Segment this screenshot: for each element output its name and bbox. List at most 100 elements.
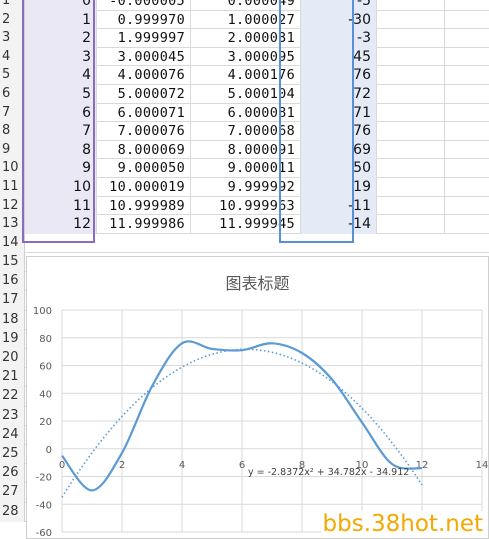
cell-d[interactable]: -14 [301,215,377,234]
cell-d[interactable]: 19 [301,178,377,197]
row-header[interactable]: 4 [0,47,25,67]
cell-empty[interactable] [445,197,489,216]
row-header[interactable]: 3 [0,29,25,48]
cell-b[interactable]: 1.999997 [97,29,191,48]
cell-empty[interactable] [377,196,445,216]
cell-empty[interactable] [377,159,445,178]
cell-b[interactable]: -0.000005 [97,0,191,11]
cell-d[interactable]: 71 [301,103,377,123]
cell-d[interactable]: 72 [301,85,377,104]
row-header[interactable]: 17 [0,291,25,311]
row-header[interactable]: 1 [0,0,25,11]
cell-a[interactable]: 1 [25,10,97,30]
row-header[interactable]: 27 [0,483,25,503]
cell-b[interactable]: 7.000076 [97,122,191,141]
row-header[interactable]: 26 [0,464,25,484]
cell-c[interactable]: 0.000049 [191,0,301,11]
row-header[interactable]: 19 [0,329,25,349]
cell-a[interactable]: 9 [25,159,97,178]
cell-c[interactable]: 6.000081 [191,103,301,123]
cell-empty[interactable] [377,85,445,104]
chart-title[interactable]: 图表标题 [225,274,290,293]
cell-d[interactable]: -30 [301,10,377,30]
cell-empty[interactable] [377,10,445,30]
cell-empty[interactable] [377,29,445,48]
row-header[interactable]: 22 [0,387,25,407]
cell-empty[interactable] [445,48,489,67]
row-header[interactable]: 11 [0,178,25,197]
cell-c[interactable]: 8.000091 [191,140,301,160]
cell-c[interactable]: 2.000031 [191,29,301,48]
cell-c[interactable]: 3.000095 [191,47,301,67]
cell-a[interactable]: 2 [25,29,97,48]
cell-empty[interactable] [377,122,445,141]
row-header[interactable]: 14 [0,233,25,253]
cell-a[interactable]: 4 [25,66,97,85]
cell-empty[interactable] [445,141,489,160]
cell-c[interactable]: 4.000176 [191,66,301,85]
cell-b[interactable]: 8.000069 [97,140,191,160]
cell-empty[interactable] [445,11,489,30]
row-header[interactable]: 28 [0,502,25,522]
row-header[interactable]: 8 [0,122,25,141]
row-header[interactable]: 2 [0,10,25,30]
row-header[interactable]: 15 [0,253,25,273]
cell-empty[interactable] [445,66,489,85]
row-header[interactable]: 18 [0,310,25,330]
cell-empty[interactable] [377,140,445,160]
cell-b[interactable]: 0.999970 [97,10,191,30]
row-header[interactable]: 20 [0,349,25,369]
cell-empty[interactable] [445,159,489,178]
cell-c[interactable]: 10.999963 [191,196,301,216]
cell-empty[interactable] [377,103,445,123]
cell-empty[interactable] [377,178,445,197]
cell-a[interactable]: 7 [25,122,97,141]
cell-d[interactable]: 45 [301,47,377,67]
cell-b[interactable]: 10.000019 [97,178,191,197]
cell-b[interactable]: 3.000045 [97,47,191,67]
row-header[interactable]: 16 [0,272,25,292]
cell-b[interactable]: 11.999986 [97,215,191,234]
row-header[interactable]: 24 [0,425,25,445]
row-header[interactable]: 6 [0,85,25,104]
cell-empty[interactable] [377,215,445,234]
row-header[interactable]: 12 [0,196,25,216]
cell-empty[interactable] [377,0,445,11]
cell-c[interactable]: 11.999945 [191,215,301,234]
cell-empty[interactable] [445,104,489,123]
cell-d[interactable]: -5 [301,0,377,11]
cell-c[interactable]: 1.000027 [191,10,301,30]
cell-a[interactable]: 8 [25,140,97,160]
cell-empty[interactable] [377,66,445,85]
cell-empty[interactable] [445,85,489,104]
chart[interactable]: 图表标题 -60 -40 -20 0 20 40 60 80 100 0 2 4 6 8 10 12 14 y =… [26,256,489,539]
row-header[interactable]: 7 [0,103,25,123]
row-header[interactable]: 25 [0,445,25,465]
cell-c[interactable]: 9.999992 [191,178,301,197]
cell-a[interactable]: 10 [25,178,97,197]
row-header[interactable]: 13 [0,215,25,234]
cell-d[interactable]: 69 [301,140,377,160]
cell-b[interactable]: 9.000050 [97,159,191,178]
cell-d[interactable]: 76 [301,66,377,85]
cell-c[interactable]: 7.000068 [191,122,301,141]
cell-a[interactable]: 0 [25,0,97,11]
cell-empty[interactable] [445,178,489,197]
row-header[interactable]: 23 [0,406,25,426]
cell-d[interactable]: -3 [301,29,377,48]
cell-empty[interactable] [445,215,489,234]
cell-a[interactable]: 12 [25,215,97,234]
cell-c[interactable]: 5.000104 [191,85,301,104]
row-header[interactable]: 10 [0,159,25,178]
cell-b[interactable]: 6.000071 [97,103,191,123]
row-header[interactable]: 5 [0,66,25,85]
cell-a[interactable]: 11 [25,196,97,216]
cell-a[interactable]: 6 [25,103,97,123]
cell-d[interactable]: 50 [301,159,377,178]
cell-empty[interactable] [445,122,489,141]
cell-a[interactable]: 3 [25,47,97,67]
cell-b[interactable]: 10.999989 [97,196,191,216]
row-header[interactable]: 9 [0,140,25,160]
cell-empty[interactable] [445,29,489,48]
cell-b[interactable]: 5.000072 [97,85,191,104]
